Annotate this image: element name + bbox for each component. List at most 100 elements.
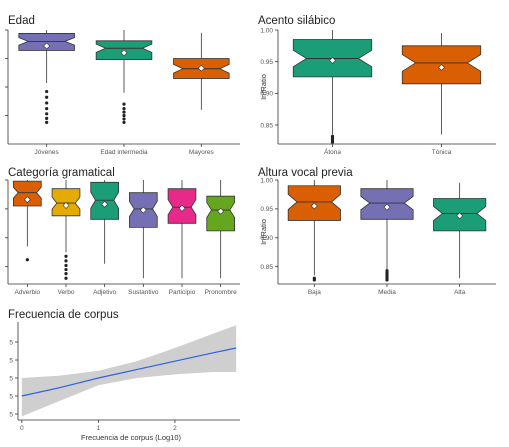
box-1: [287, 180, 341, 282]
panel-altura: Altura vocal previa IntRatio 0.85 0.90 0.9…: [258, 167, 496, 296]
y-tick-label: 0.90: [260, 91, 273, 98]
mean-marker: [217, 207, 225, 215]
box-2: [95, 30, 153, 124]
panel-acento: Acento silábico IntRatio 0.85 0.90 0.95 1.0…: [258, 15, 496, 156]
mean-marker: [383, 203, 391, 211]
outlier-point: [25, 258, 29, 262]
y-tick-label: 5: [9, 411, 13, 418]
x-tick-label: Baja: [308, 289, 321, 296]
x-tick-label: Adverbio: [15, 289, 41, 296]
x-tick-label: Verbo: [58, 289, 75, 296]
box-4: [129, 180, 158, 279]
outlier-point: [45, 95, 49, 99]
x-tick-label: Participio: [169, 289, 196, 296]
y-tick-label: 5: [9, 375, 13, 382]
box-body: [90, 181, 119, 220]
box-1: [13, 180, 42, 262]
x-tick-label: Alta: [454, 289, 466, 296]
y-tick-label: 0.95: [260, 59, 273, 66]
mean-marker: [329, 56, 336, 64]
mean-marker: [101, 200, 109, 208]
x-tick-label: Átona: [324, 147, 341, 156]
outlier-point: [64, 254, 68, 258]
outlier-point: [64, 267, 68, 272]
mean-marker: [120, 49, 128, 57]
box-body: [13, 180, 42, 207]
panel-title-categoria: Categoría gramatical: [8, 167, 115, 179]
outlier-point: [45, 116, 49, 120]
y-tick-label: 0.85: [260, 122, 273, 129]
panel-title-altura: Altura vocal previa: [258, 167, 353, 179]
plot-area-categoria: Adverbio Verbo Adjetivo Sustantivo Participi…: [5, 179, 240, 296]
panel-frecuencia: Frecuencia de corpus Frecuencia de corpu…: [8, 309, 240, 442]
x-tick-label: 0: [20, 425, 24, 432]
y-tick-label: 0.95: [260, 206, 273, 213]
box-2: [51, 180, 81, 280]
mean-marker: [456, 212, 464, 220]
x-tick-label: Sustantivo: [128, 289, 159, 296]
y-tick-label: 5: [9, 339, 13, 346]
outlier-point: [45, 107, 49, 111]
y-tick-label: 1.00: [260, 27, 273, 34]
box-6: [206, 180, 235, 279]
plot-area-acento: 0.85 0.90 0.95 1.00 Átona Tónica: [260, 27, 496, 156]
outlier-point: [122, 117, 126, 121]
outlier-point: [122, 113, 126, 118]
plot-area-altura: 0.85 0.90 0.95 1.00 Baja Media Alta: [260, 177, 496, 296]
x-tick-label: 2: [173, 425, 177, 432]
mean-marker: [43, 42, 51, 50]
outlier-point: [64, 259, 68, 263]
outlier-point: [122, 102, 126, 106]
x-tick-label: Adjetivo: [93, 289, 117, 296]
y-tick-label: 5: [9, 357, 13, 364]
y-tick-label: 0.90: [260, 235, 273, 242]
x-tick-label: Jóvenes: [35, 149, 60, 156]
panel-categoria: Categoría gramatical Adverbio Verbo Adjeti…: [5, 167, 240, 296]
box-body: [18, 33, 75, 51]
box-3: [433, 182, 487, 279]
outlier-point: [45, 112, 49, 116]
panel-title-edad: Edad: [8, 15, 35, 27]
outlier-point: [330, 140, 335, 144]
mean-marker: [139, 206, 147, 214]
x-tick-label: Tónica: [432, 149, 452, 156]
box-1: [18, 30, 75, 124]
plot-area-edad: Jóvenes Edad intermedia Mayores: [5, 29, 240, 156]
box-2: [360, 180, 414, 282]
outlier-point: [64, 272, 68, 276]
outlier-point: [64, 276, 68, 280]
box-2: [401, 33, 482, 135]
x-tick-label: 1: [97, 425, 101, 432]
box-3: [173, 32, 230, 110]
outlier-point: [45, 120, 49, 124]
box-5: [167, 180, 197, 279]
ylabel-altura: IntRatio: [259, 219, 268, 245]
outlier-point: [122, 110, 126, 114]
mean-marker: [438, 63, 445, 71]
panel-title-acento: Acento silábico: [258, 15, 335, 27]
panel-edad: Edad Jóvenes Edad intermedia Mayores: [5, 15, 240, 156]
outlier-point: [385, 269, 389, 273]
y-tick-label: 1.00: [260, 177, 273, 184]
mean-marker: [197, 64, 205, 72]
outlier-point: [122, 107, 126, 111]
x-tick-label: Media: [378, 289, 396, 296]
outlier-point: [64, 263, 68, 268]
y-tick-label: 5: [9, 393, 13, 400]
outlier-point: [312, 278, 316, 282]
ylabel-acento: IntRatio: [259, 74, 268, 100]
regression-line: [21, 347, 237, 397]
box-3: [90, 180, 119, 264]
mean-marker: [178, 204, 186, 212]
xlabel-frecuencia: Frecuencia de corpus (Log10): [81, 433, 182, 442]
box-1: [292, 30, 373, 144]
outlier-point: [45, 101, 49, 105]
outlier-point: [122, 120, 126, 124]
panel-title-frecuencia: Frecuencia de corpus: [8, 309, 119, 321]
outlier-point: [385, 278, 389, 282]
mean-marker: [62, 201, 70, 209]
mean-marker: [23, 196, 31, 204]
x-tick-label: Pronombre: [205, 289, 238, 296]
